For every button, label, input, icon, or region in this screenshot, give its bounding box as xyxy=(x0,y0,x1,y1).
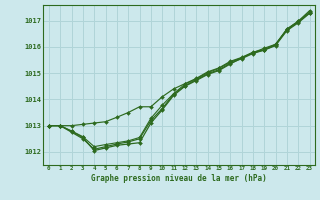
X-axis label: Graphe pression niveau de la mer (hPa): Graphe pression niveau de la mer (hPa) xyxy=(91,174,267,183)
